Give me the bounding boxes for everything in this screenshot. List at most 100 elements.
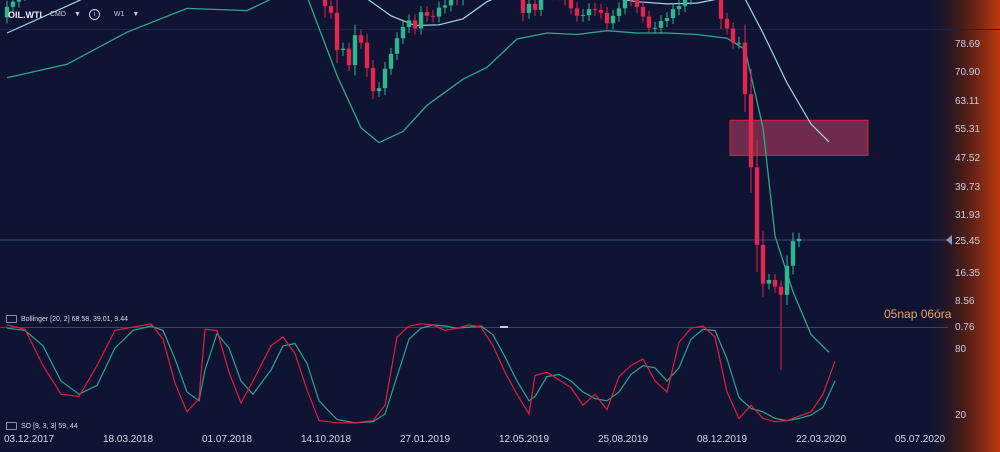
bollinger-legend[interactable]: Bollinger [20, 2] 68.58, 39.01, 9.44 [6,315,128,323]
time-tick-label: 18.03.2018 [103,434,153,445]
price-tick-label: 78.69 [955,39,980,50]
candle-body [730,28,736,43]
candle-body [16,0,22,2]
candle-body [646,16,652,28]
price-tick-label: 70.90 [955,67,980,78]
info-icon[interactable]: i [88,9,100,20]
so-tick-label: 80 [955,344,967,355]
countdown-hours-unit: óra [934,307,952,321]
candle-body [640,6,646,17]
time-tick-label: 25.08.2019 [598,434,648,445]
candle-body [586,9,592,16]
so-tick-label: 20 [955,410,967,421]
candle-body [778,286,784,295]
time-tick-label: 01.07.2018 [202,434,252,445]
candle-body [760,244,766,284]
header-divider [0,29,1000,30]
candle-body [436,7,442,17]
chevron-down-icon[interactable]: ▼ [73,11,81,18]
candle-body [442,5,448,8]
symbol-label[interactable]: OIL.WTI [8,9,42,20]
candle-body [364,42,370,69]
candle-body [736,42,742,44]
candle-body [670,9,676,19]
candle-body [742,42,748,95]
candle-body [382,68,388,89]
candle-body [334,12,340,51]
candle-body [520,0,526,13]
price-axis: 78.69 70.90 63.11 55.31 47.52 39.73 31.93 25.45… [946,39,980,421]
candle-body [622,0,628,9]
candle-body [766,279,772,284]
so-k-line [6,323,836,424]
candle-body [634,0,640,7]
countdown-days-unit: nap [897,307,918,321]
candle-body [322,0,328,7]
price-tick-label: 31.93 [955,210,980,221]
price-tick-label: 47.52 [955,153,980,164]
candle-body [658,21,664,28]
time-tick-label: 12.05.2019 [499,434,549,445]
time-tick-label: 14.10.2018 [301,434,351,445]
candle-body [532,3,538,10]
indicator-settings-icon[interactable] [6,422,17,430]
bollinger-label: Bollinger [20, 2] 68.58, 39.01, 9.44 [21,315,129,323]
so-label: SO [9, 3, 3] 59, 44 [21,422,78,430]
candle-body [772,279,778,287]
candle-body [676,6,682,10]
chevron-down-icon[interactable]: ▼ [132,11,140,18]
time-tick-label: 22.03.2020 [796,434,846,445]
candle-body [568,0,574,9]
candle-body [10,1,16,7]
time-tick-label: 03.12.2017 [4,434,54,445]
candle-body [370,68,376,92]
candle-body [340,48,346,51]
candle-body [664,18,670,22]
candle-body [526,3,532,13]
candle-body [376,88,382,92]
candle-body [424,12,430,16]
candle-body [406,20,412,28]
candle-body [574,8,580,16]
so-d-line [6,324,836,424]
time-tick-label: 08.12.2019 [697,434,747,445]
candle-body [394,38,400,54]
candle-body [790,241,796,266]
candle-body [412,20,418,29]
indicator-settings-icon[interactable] [6,315,17,323]
candle-body [352,35,358,66]
price-tick-label: 16.35 [955,268,980,279]
bollinger-lower-band [6,0,830,353]
candle-body [592,9,598,11]
price-tick-label: 8.56 [955,296,975,307]
candle-body [346,48,352,66]
candle-body [682,0,688,7]
instrument-type: CMD [50,11,66,18]
so-pane [6,323,836,424]
timeframe-label[interactable]: W1 [113,11,125,18]
countdown-days: 05 [884,307,898,321]
price-pane [4,0,869,371]
candle-body [718,0,724,19]
candle-body [418,12,424,29]
candle-body [724,18,730,29]
price-tick-label: 39.73 [955,182,980,193]
so-legend[interactable]: SO [9, 3, 3] 59, 44 [6,422,78,430]
candle-body [754,167,760,245]
candle-body [610,15,616,24]
candle-body [784,265,790,295]
candle-body [604,12,610,24]
candle-body [358,35,364,43]
pane-divider [0,327,948,328]
candle-body [748,94,754,168]
bollinger-middle-band [6,0,830,143]
candle-body [328,6,334,13]
candle-body [448,0,454,6]
candle-body [580,15,586,17]
current-price-marker [946,235,952,245]
pane-divider-handle[interactable] [500,326,508,328]
candle-body [598,9,604,13]
candle-body [430,15,436,17]
candle-body [616,8,622,16]
